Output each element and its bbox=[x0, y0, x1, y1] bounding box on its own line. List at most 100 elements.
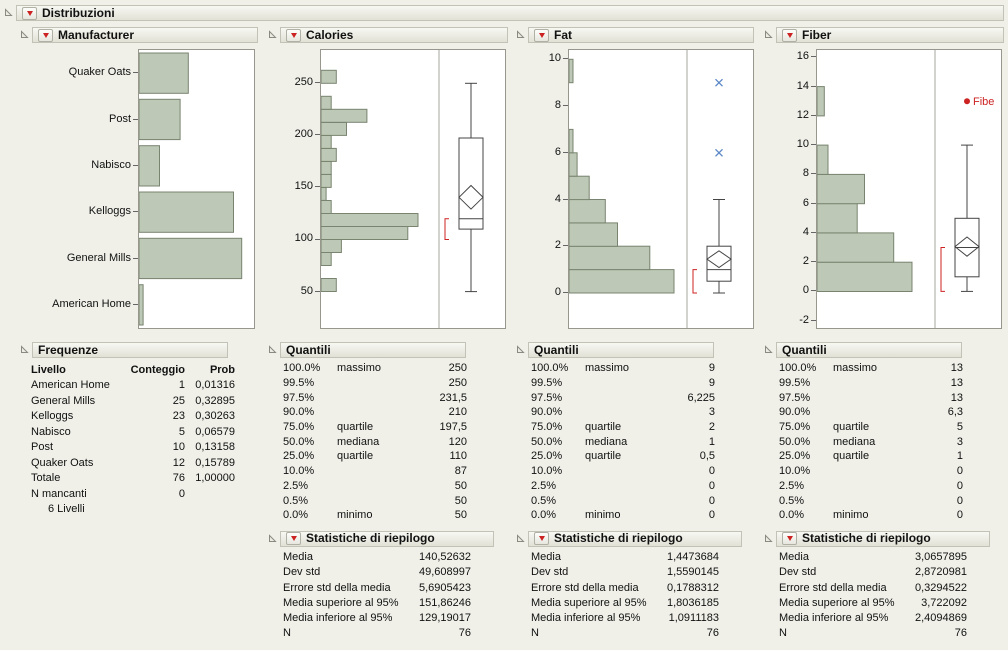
table-row: Media superiore al 95% 151,86246 bbox=[283, 596, 471, 609]
red-triangle-menu-icon[interactable] bbox=[534, 28, 549, 42]
red-triangle-menu-icon[interactable] bbox=[286, 28, 301, 42]
fat-plot-frame[interactable] bbox=[568, 49, 754, 329]
histogram-bar[interactable] bbox=[569, 199, 606, 224]
disclosure-triangle-icon[interactable] bbox=[268, 533, 277, 543]
histogram-bar[interactable] bbox=[321, 121, 347, 136]
axis-tick-mark bbox=[133, 72, 138, 74]
histogram-bar[interactable] bbox=[569, 222, 618, 247]
axis-tick-mark bbox=[315, 82, 320, 84]
fat-axis-labels: 10 8 6 4 2 0 bbox=[516, 49, 568, 329]
column-header: Livello bbox=[31, 363, 66, 376]
report-header: Distribuzioni bbox=[4, 5, 1004, 21]
quantiles-header: Quantili bbox=[268, 342, 508, 358]
axis-tick-mark bbox=[811, 319, 816, 321]
histogram-bar[interactable] bbox=[321, 147, 337, 162]
histogram-bar[interactable] bbox=[817, 144, 829, 175]
histogram-bar[interactable] bbox=[321, 278, 337, 292]
calories-histogram[interactable]: 250 200 150 100 50 bbox=[268, 49, 508, 329]
histogram-bar[interactable] bbox=[321, 69, 337, 84]
histogram-bar[interactable] bbox=[321, 173, 332, 188]
histogram-bar[interactable] bbox=[321, 213, 419, 227]
disclosure-triangle-icon[interactable] bbox=[516, 345, 525, 354]
table-row: Media inferiore al 95% 2,4094869 bbox=[779, 611, 967, 624]
fiber-plot-frame[interactable]: Fibe bbox=[816, 49, 1002, 329]
bar[interactable] bbox=[139, 237, 243, 280]
axis-tick-label: 14 bbox=[796, 79, 809, 92]
disclosure-triangle-icon[interactable] bbox=[268, 345, 277, 354]
summary-stats-table: Media 140,52632 Dev std 49,608997 Errore std… bbox=[282, 550, 472, 641]
axis-tick-label: 16 bbox=[796, 50, 809, 63]
disclosure-triangle-icon[interactable] bbox=[764, 533, 773, 543]
axis-tick-mark bbox=[315, 186, 320, 188]
histogram-bar[interactable] bbox=[569, 128, 574, 154]
axis-tick-mark bbox=[315, 238, 320, 240]
histogram-bar[interactable] bbox=[321, 226, 409, 240]
table-row: Dev std 2,8720981 bbox=[779, 566, 967, 579]
histogram-bar[interactable] bbox=[817, 203, 858, 234]
red-triangle-menu-icon[interactable] bbox=[782, 28, 797, 42]
bar[interactable] bbox=[139, 98, 181, 141]
disclosure-triangle-icon[interactable] bbox=[516, 30, 525, 39]
disclosure-triangle-icon[interactable] bbox=[20, 345, 29, 354]
red-triangle-menu-icon[interactable] bbox=[782, 532, 797, 546]
histogram-bar[interactable] bbox=[321, 108, 368, 123]
histogram-bar[interactable] bbox=[817, 173, 865, 205]
box-plot[interactable] bbox=[706, 199, 732, 294]
histogram-bar[interactable] bbox=[817, 232, 895, 263]
histogram-bar[interactable] bbox=[569, 175, 590, 201]
fiber-histogram[interactable]: 16 14 12 10 8 6 4 2 0 -2 Fibe bbox=[764, 49, 1004, 329]
histogram-bar[interactable] bbox=[321, 134, 332, 149]
axis-tick-label: Quaker Oats bbox=[68, 66, 131, 79]
histogram-bar[interactable] bbox=[321, 200, 332, 214]
box-plot[interactable] bbox=[954, 144, 980, 292]
histogram-bar[interactable] bbox=[569, 58, 574, 84]
table-row: 10.0% 0 bbox=[779, 465, 963, 478]
disclosure-triangle-icon[interactable] bbox=[20, 30, 29, 39]
outlier-dot-marker[interactable] bbox=[964, 98, 970, 105]
table-row: 0.5% 50 bbox=[283, 494, 467, 507]
axis-tick-mark bbox=[811, 144, 816, 146]
quantiles-table: 100.0% massimo 13 99.5% 13 97.5% 13 90.0% 6,3 75.… bbox=[778, 361, 964, 523]
column-title: Fat bbox=[554, 27, 572, 42]
histogram-bar[interactable] bbox=[321, 239, 342, 253]
histogram-bar[interactable] bbox=[321, 186, 327, 201]
manufacturer-header: Manufacturer bbox=[20, 27, 258, 43]
histogram-bar[interactable] bbox=[817, 86, 825, 117]
axis-tick-mark bbox=[133, 211, 138, 213]
red-triangle-menu-icon[interactable] bbox=[534, 532, 549, 546]
manufacturer-plot-frame[interactable] bbox=[138, 49, 255, 329]
red-triangle-menu-icon[interactable] bbox=[286, 532, 301, 546]
section-title: Quantili bbox=[286, 342, 331, 357]
histogram-bar[interactable] bbox=[817, 261, 913, 292]
fat-histogram[interactable]: 10 8 6 4 2 0 bbox=[516, 49, 754, 329]
disclosure-triangle-icon[interactable] bbox=[516, 533, 525, 543]
disclosure-triangle-icon[interactable] bbox=[764, 30, 773, 39]
calories-plot-frame[interactable] bbox=[320, 49, 506, 329]
histogram-bar[interactable] bbox=[569, 269, 675, 294]
disclosure-triangle-icon[interactable] bbox=[4, 8, 13, 17]
manufacturer-bar-chart[interactable]: Quaker Oats Post Nabisco Kelloggs General Mi… bbox=[20, 49, 258, 329]
histogram-bar[interactable] bbox=[569, 245, 651, 271]
bar[interactable] bbox=[139, 145, 160, 187]
bar[interactable] bbox=[139, 52, 189, 94]
disclosure-triangle-icon[interactable] bbox=[268, 30, 277, 39]
histogram-bar[interactable] bbox=[321, 252, 332, 266]
bar[interactable] bbox=[139, 191, 234, 233]
histogram-bar[interactable] bbox=[569, 152, 578, 177]
levels-note: 6 Livelli bbox=[48, 502, 85, 515]
box-plot[interactable] bbox=[458, 82, 484, 293]
histogram-bar[interactable] bbox=[321, 95, 332, 110]
disclosure-triangle-icon[interactable] bbox=[764, 345, 773, 354]
axis-tick-mark bbox=[811, 202, 816, 204]
table-row: 100.0% massimo 250 bbox=[283, 362, 467, 375]
axis-tick-mark bbox=[315, 134, 320, 136]
table-row: 10.0% 87 bbox=[283, 465, 467, 478]
red-triangle-menu-icon[interactable] bbox=[38, 28, 53, 42]
red-triangle-menu-icon[interactable] bbox=[22, 6, 37, 20]
histogram-bar[interactable] bbox=[321, 160, 332, 175]
quantiles-header: Quantili bbox=[764, 342, 1004, 358]
outlier-x-marker[interactable] bbox=[715, 78, 723, 87]
outlier-x-marker[interactable] bbox=[715, 148, 723, 157]
bar[interactable] bbox=[139, 284, 144, 326]
table-row: Media 1,4473684 bbox=[531, 551, 719, 564]
